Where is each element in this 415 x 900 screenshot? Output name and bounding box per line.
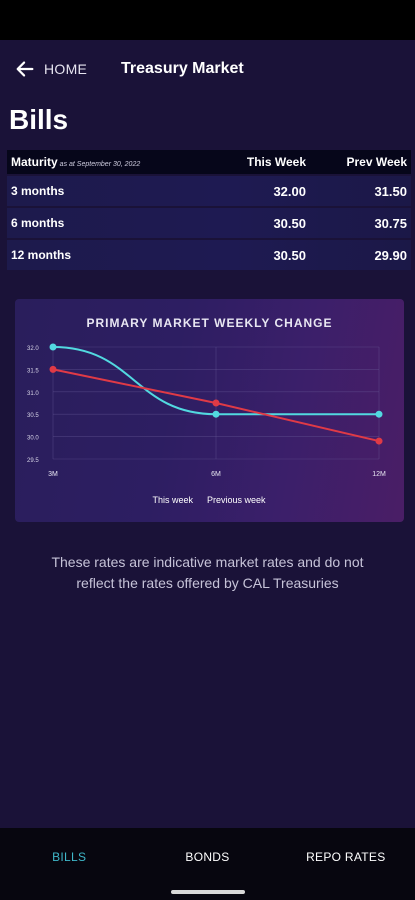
- data-point: [212, 410, 220, 418]
- data-point: [375, 437, 383, 445]
- arrow-left-icon: [16, 61, 34, 77]
- table-row: 12 months 30.50 29.90: [7, 240, 411, 270]
- y-tick-label: 30.0: [27, 436, 39, 442]
- col-maturity: Maturity: [11, 155, 58, 169]
- page-title: Bills: [9, 104, 69, 135]
- cell-this-week: 30.50: [273, 247, 306, 263]
- cell-prev-week: 30.75: [374, 215, 407, 231]
- home-indicator: [171, 890, 245, 894]
- legend-label: Previous week: [207, 495, 266, 505]
- chart-card: PRIMARY MARKET WEEKLY CHANGE 32.0 31.5 31.…: [15, 299, 404, 522]
- back-label: HOME: [44, 61, 88, 77]
- cell-prev-week: 31.50: [374, 183, 407, 199]
- table-row: 6 months 30.50 30.75: [7, 208, 411, 238]
- data-point: [375, 410, 383, 418]
- y-tick-label: 31.5: [27, 368, 39, 374]
- status-bar: [0, 0, 415, 40]
- table-row: 3 months 32.00 31.50: [7, 176, 411, 206]
- as-at-date: as at September 30, 2022: [59, 161, 141, 168]
- data-point: [49, 343, 57, 351]
- screen-title: Treasury Market: [121, 60, 244, 77]
- x-tick-label: 3M: [48, 471, 58, 478]
- cell-maturity: 3 months: [11, 184, 65, 198]
- disclaimer-text: These rates are indicative market rates …: [51, 554, 364, 591]
- y-tick-label: 32.0: [27, 346, 39, 352]
- cell-maturity: 6 months: [11, 216, 65, 230]
- nav-bonds[interactable]: BONDS: [185, 850, 230, 864]
- back-button[interactable]: HOME: [14, 58, 87, 80]
- cell-this-week: 32.00: [273, 183, 306, 199]
- chart-title: PRIMARY MARKET WEEKLY CHANGE: [86, 316, 332, 330]
- data-point: [212, 399, 220, 407]
- legend-label: This week: [152, 495, 193, 505]
- nav-bills[interactable]: BILLS: [52, 850, 87, 864]
- data-point: [49, 365, 57, 373]
- rates-table: Maturity as at September 30, 2022 This We…: [7, 150, 411, 270]
- y-tick-label: 29.5: [27, 458, 39, 464]
- bottom-nav: BILLS BONDS REPO RATES: [0, 828, 415, 900]
- cell-this-week: 30.50: [273, 215, 306, 231]
- cell-prev-week: 29.90: [374, 247, 407, 263]
- x-tick-label: 6M: [211, 471, 221, 478]
- x-tick-label: 12M: [372, 471, 386, 478]
- col-prev-week: Prev Week: [346, 155, 408, 169]
- col-this-week: This Week: [246, 155, 306, 169]
- y-tick-label: 30.5: [27, 413, 39, 419]
- y-tick-label: 31.0: [27, 391, 39, 397]
- table-header: Maturity as at September 30, 2022 This We…: [7, 150, 411, 174]
- series-line: [52, 346, 379, 416]
- weekly-change-chart: PRIMARY MARKET WEEKLY CHANGE 32.0 31.5 31.…: [27, 316, 386, 505]
- cell-maturity: 12 months: [11, 248, 72, 262]
- nav-repo-rates[interactable]: REPO RATES: [306, 850, 386, 864]
- app-header: HOME Treasury Market: [0, 40, 415, 100]
